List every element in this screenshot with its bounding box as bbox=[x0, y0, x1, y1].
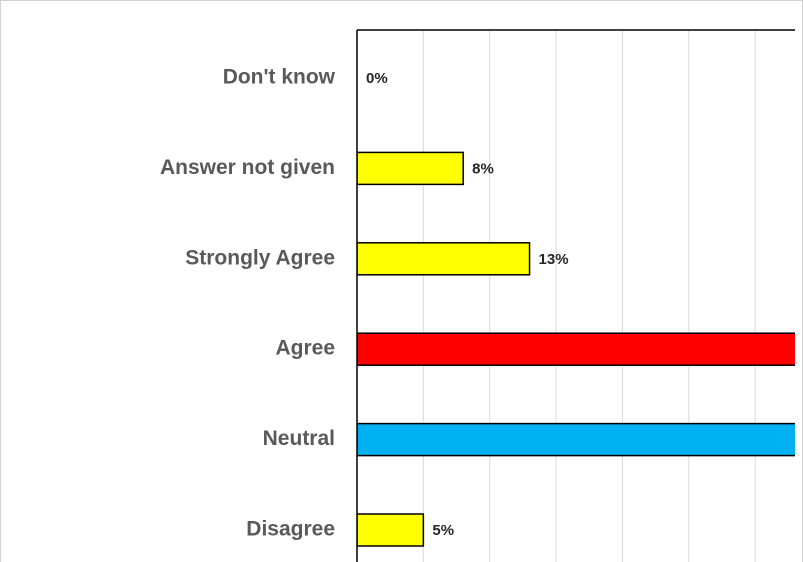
bar bbox=[357, 513, 425, 547]
bar bbox=[357, 151, 464, 186]
category-label: Disagree bbox=[246, 518, 335, 541]
bars bbox=[357, 151, 795, 547]
value-label: 8% bbox=[472, 160, 494, 177]
bar bbox=[357, 332, 795, 366]
bar bbox=[357, 422, 795, 457]
labels: Don't know 0% Answer not given 8% Strongly A… bbox=[160, 66, 569, 541]
value-label: 13% bbox=[539, 251, 569, 268]
category-label: Don't know bbox=[223, 66, 336, 89]
category-label: Agree bbox=[275, 337, 335, 360]
category-label: Strongly Agree bbox=[185, 246, 335, 269]
value-label: 5% bbox=[432, 522, 454, 539]
category-label: Answer not given bbox=[160, 156, 335, 179]
value-label: 0% bbox=[366, 70, 388, 87]
category-label: Neutral bbox=[263, 427, 335, 450]
grid bbox=[422, 30, 756, 562]
bar bbox=[357, 242, 531, 276]
